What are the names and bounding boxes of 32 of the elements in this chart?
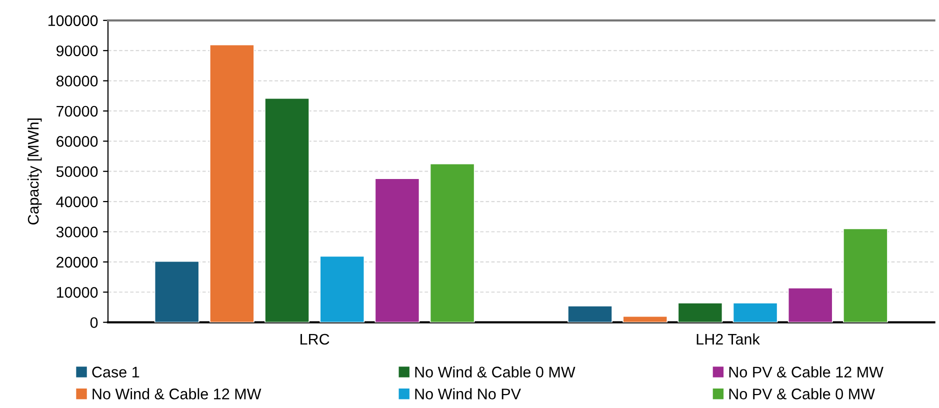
y-tick-label: 0	[90, 317, 98, 328]
legend-label: No Wind & Cable 0 MW	[415, 366, 576, 378]
y-tick-label: 70000	[56, 106, 98, 117]
bar	[732, 302, 778, 322]
y-tick-label: 100000	[48, 15, 98, 26]
y-tick-label: 90000	[56, 45, 98, 56]
legend-label: No PV & Cable 0 MW	[729, 388, 875, 400]
bar	[154, 260, 200, 322]
legend-label: No Wind & Cable 12 MW	[92, 388, 262, 400]
bar	[264, 98, 310, 322]
legend-label: No Wind No PV	[415, 388, 521, 400]
y-tick-label: 20000	[56, 256, 98, 268]
bar	[678, 302, 723, 322]
legend-label: Case 1	[92, 366, 140, 378]
legend-label: No PV & Cable 12 MW	[729, 366, 884, 378]
y-tick-label: 40000	[56, 196, 98, 208]
bar	[568, 306, 612, 322]
y-axis-title: Capacity [MWh]	[27, 118, 42, 224]
bar	[842, 228, 888, 322]
y-tick-label: 60000	[56, 136, 98, 147]
bar	[320, 256, 365, 322]
bar	[788, 287, 833, 322]
x-tick-label: LRC	[300, 334, 330, 345]
bar	[622, 316, 668, 322]
bar	[430, 163, 475, 322]
y-tick-label: 30000	[56, 226, 98, 238]
bar	[374, 178, 420, 322]
y-tick-label: 10000	[56, 286, 98, 298]
y-tick-label: 50000	[56, 166, 98, 178]
x-tick-label: LH2 Tank	[696, 333, 760, 345]
y-tick-label: 80000	[56, 76, 98, 86]
bar	[209, 44, 254, 322]
